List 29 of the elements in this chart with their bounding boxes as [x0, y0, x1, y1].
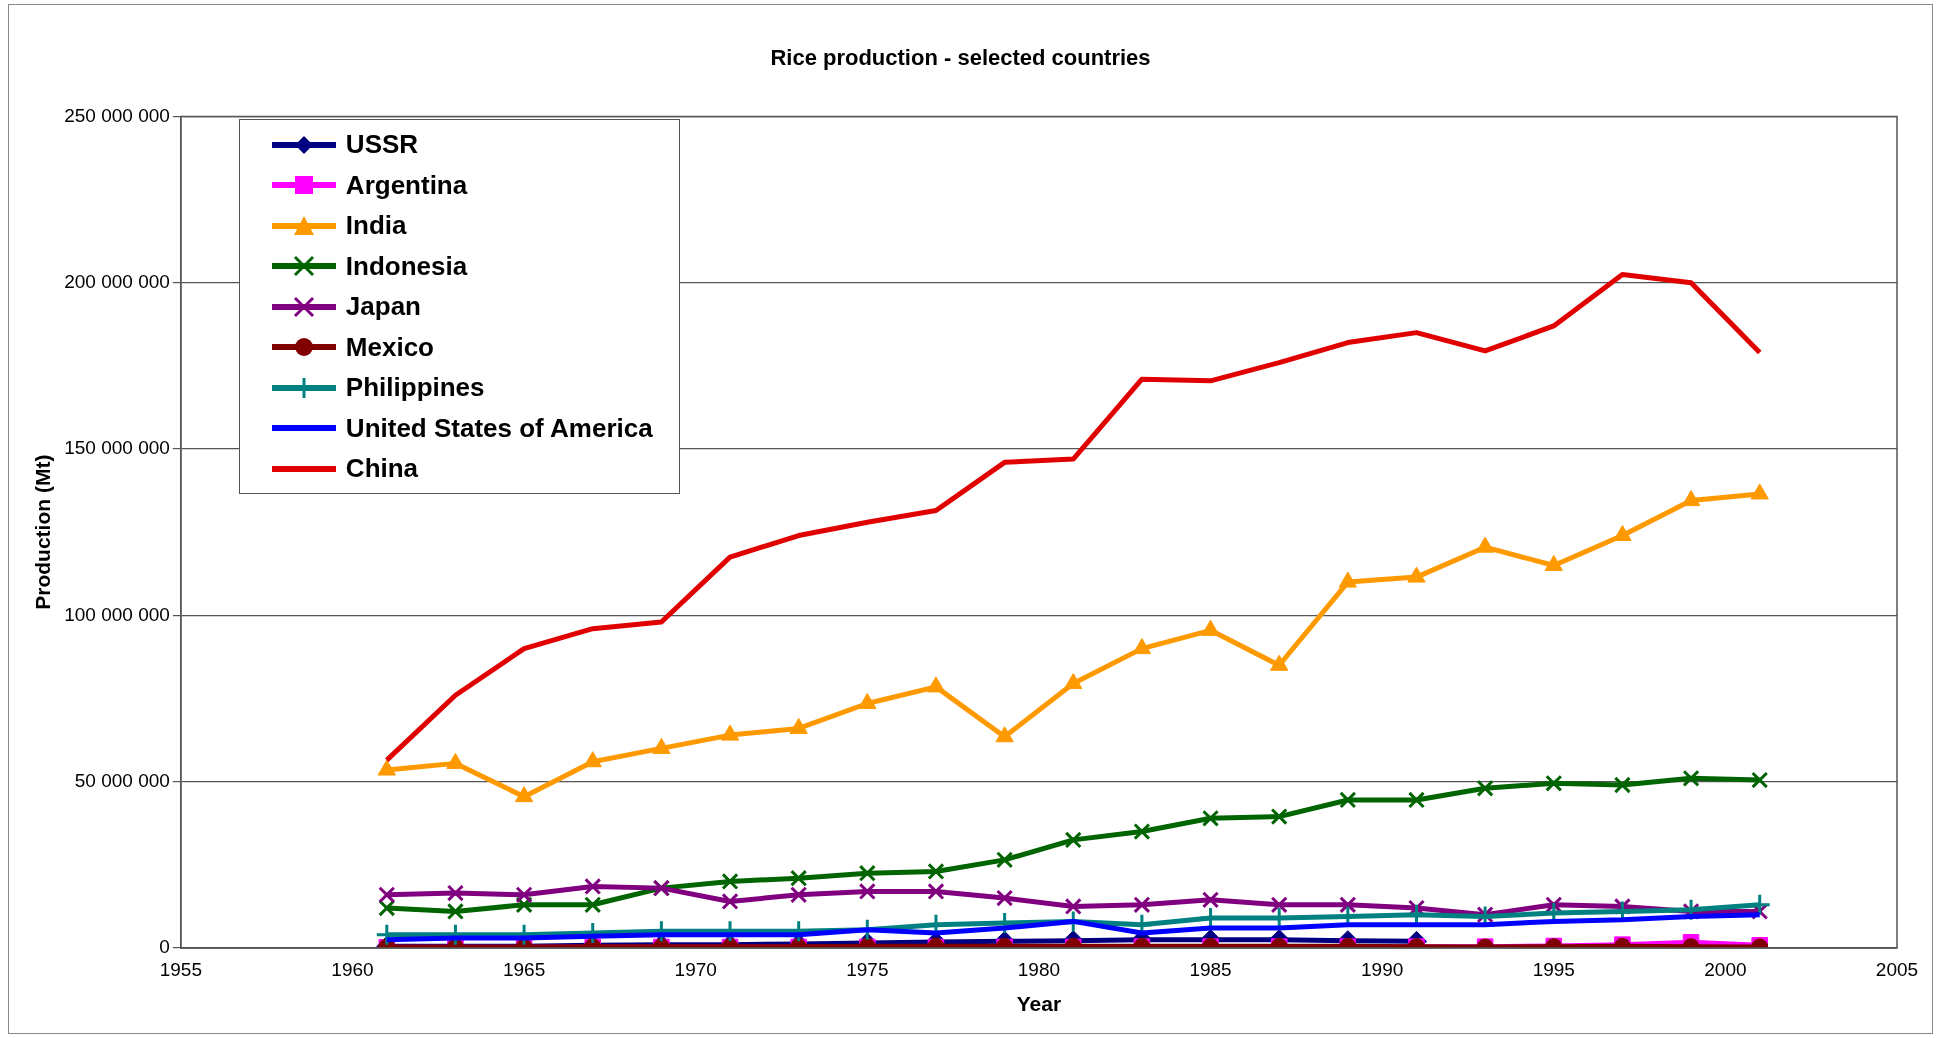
y-tick-label: 0 — [159, 936, 170, 958]
y-tick-label: 250 000 000 — [64, 104, 170, 126]
legend-label: Japan — [345, 291, 422, 323]
x-tick-label: 1975 — [846, 958, 889, 980]
x-tick-label: 1970 — [674, 958, 717, 980]
x-tick-label: 2005 — [1875, 958, 1919, 980]
y-tick-label: 100 000 000 — [64, 603, 170, 625]
x-tick-label: 2000 — [1704, 958, 1747, 980]
x-axis-title: Year — [1016, 992, 1062, 1016]
legend-label: USSR — [345, 129, 419, 161]
y-axis-title: Production (Mt) — [31, 454, 55, 610]
legend-label: China — [345, 453, 419, 485]
chart-title: Rice production - selected countries — [770, 45, 1151, 71]
x-tick-label: 1965 — [502, 958, 546, 980]
y-tick-label: 200 000 000 — [64, 270, 170, 292]
x-tick-label: 1990 — [1361, 958, 1404, 980]
legend-label: Argentina — [345, 169, 468, 201]
y-tick-label: 50 000 000 — [74, 769, 170, 791]
x-tick-label: 1955 — [159, 958, 202, 980]
x-tick-label: 1960 — [331, 958, 374, 980]
x-tick-label: 1980 — [1017, 958, 1061, 980]
legend-label: Indonesia — [345, 250, 468, 282]
legend-label: United States of America — [345, 412, 653, 444]
x-tick-label: 1995 — [1532, 958, 1575, 980]
x-tick-label: 1985 — [1189, 958, 1232, 980]
legend-label: Mexico — [345, 331, 435, 363]
legend-label: Philippines — [345, 372, 485, 404]
legend-label: India — [345, 210, 407, 242]
y-tick-label: 150 000 000 — [64, 437, 170, 459]
